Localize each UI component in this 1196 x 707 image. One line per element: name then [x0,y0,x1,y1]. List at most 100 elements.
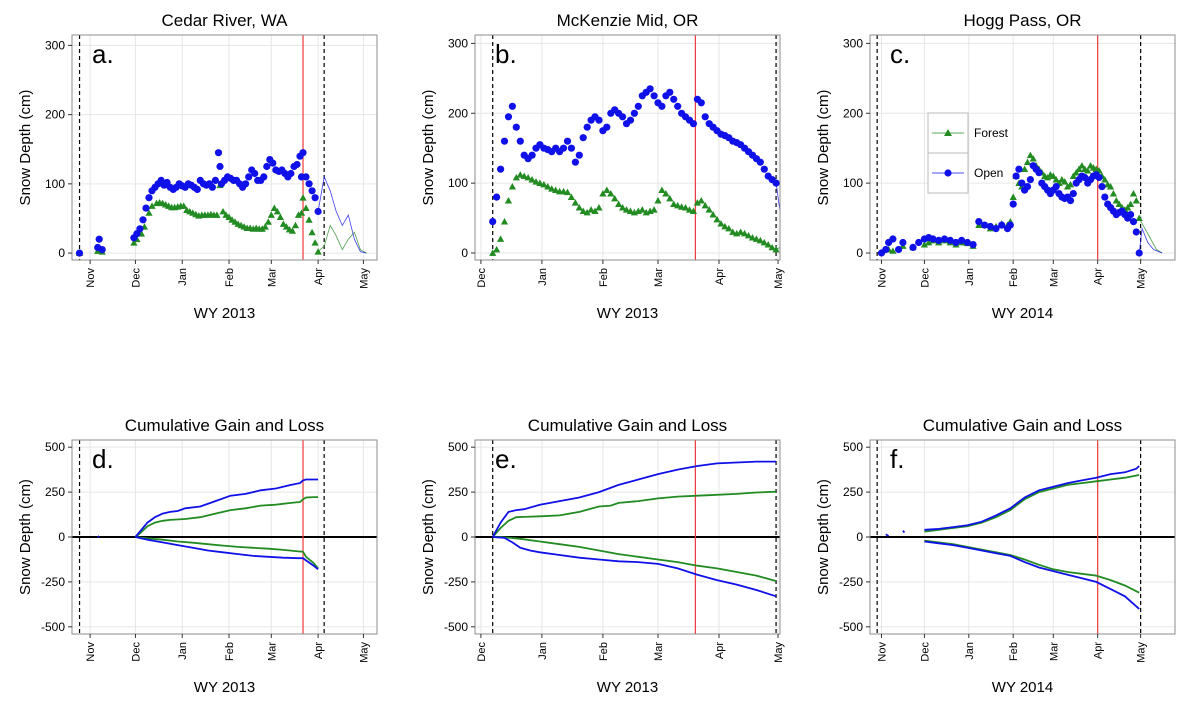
y-tick-label: 300 [843,36,863,50]
open-point [756,158,764,166]
y-tick-label: 0 [856,246,863,260]
open-point [139,216,147,224]
cumulative-line [924,465,1140,531]
y-tick-label: 500 [45,440,65,454]
forest-point [618,203,627,211]
x-tick-label: Jan [537,642,549,660]
forest-point [670,200,678,207]
forest-point [536,179,544,187]
open-point [504,113,513,121]
panel-letter: c. [890,39,910,69]
forest-point [500,217,509,225]
forest-point [571,199,579,206]
forest-point [1075,165,1083,173]
forest-point [1129,190,1138,197]
open-point [500,137,509,145]
plot-area [475,440,780,634]
open-point [563,137,572,145]
y-tick-label: 300 [448,36,468,50]
panel-title: Cumulative Gain and Loss [923,416,1122,435]
forest-point [705,206,713,213]
panel-border [869,34,1176,261]
forest-point [1049,172,1057,180]
forest-point [291,221,300,229]
forest-point [587,206,595,213]
x-tick-label: Apr [1093,642,1105,659]
open-point [915,238,923,247]
open-point [95,235,103,243]
open-point [674,102,682,110]
forest-point [1066,180,1075,188]
open-point [1023,183,1032,191]
open-point [287,169,295,178]
forest-point [282,223,291,230]
open-point [969,241,977,249]
x-tick-label: Jan [177,268,189,286]
forest-point [279,220,287,227]
open-point [308,187,316,195]
y-tick-label: 0 [461,530,468,544]
open-point [1015,165,1023,173]
open-point [193,185,201,193]
panel-e: -500 -250 0 250 500 Dec Jan Feb Mar Apr May Cumulat… [420,416,785,696]
open-point [595,116,603,124]
forest-point [544,183,552,190]
x-tick-label: Mar [1048,642,1060,661]
trail-line-open [317,175,367,254]
open-point [245,173,253,181]
forest-point [305,216,313,223]
y-axis-label: Snow Depth (cm) [420,479,437,595]
y-tick-label: 300 [45,38,65,52]
forest-point [1101,176,1109,183]
forest-point [516,171,524,178]
forest-point [1052,176,1060,183]
panel-c: 0 100 200 300 Nov Dec Jan Feb Mar Apr May Hogg Pass… [815,11,1176,322]
open-point [142,204,150,212]
forest-point [314,248,322,255]
open-point [1098,183,1106,191]
x-tick-label: May [1136,268,1148,289]
x-tick-label: Dec [919,642,931,662]
open-point [772,179,780,187]
panel-title: Hogg Pass, OR [963,11,1081,30]
open-point [516,137,524,145]
open-point [251,169,259,178]
x-tick-label: Jan [964,268,976,286]
open-point [929,235,937,243]
x-tick-label: Apr [1093,268,1105,285]
forest-point [1072,169,1080,176]
forest-point [1021,165,1029,173]
forest-point [261,223,269,230]
forest-point [1127,200,1135,207]
y-tick-label: -500 [41,620,65,634]
open-point [1132,228,1140,236]
panel-letter: d. [92,444,114,474]
open-point [1018,179,1026,187]
forest-point [496,235,505,242]
forest-point [264,218,272,225]
forest-point [270,204,278,211]
x-tick-label: Apr [313,268,325,285]
open-point [1081,173,1089,182]
x-axis-label: WY 2013 [194,305,255,322]
plot-area [489,35,780,260]
forest-point [662,190,670,197]
open-point [986,222,994,231]
x-tick-label: Mar [653,642,665,661]
open-point [666,88,674,96]
trail-line-open [1138,227,1163,254]
forest-point [1078,162,1086,169]
cumulative-line [492,490,777,538]
open-point [299,149,307,157]
forest-point [532,178,540,185]
forest-point [729,228,737,235]
forest-point [713,215,721,223]
y-axis-label: Snow Depth (cm) [17,90,34,206]
y-tick-label: 200 [843,106,863,120]
x-axis-label: WY 2013 [597,305,658,322]
forest-point [1106,183,1115,190]
panel-letter: f. [890,444,904,474]
y-tick-label: 0 [58,246,65,260]
open-point [1101,193,1109,201]
y-tick-label: 100 [45,177,65,191]
